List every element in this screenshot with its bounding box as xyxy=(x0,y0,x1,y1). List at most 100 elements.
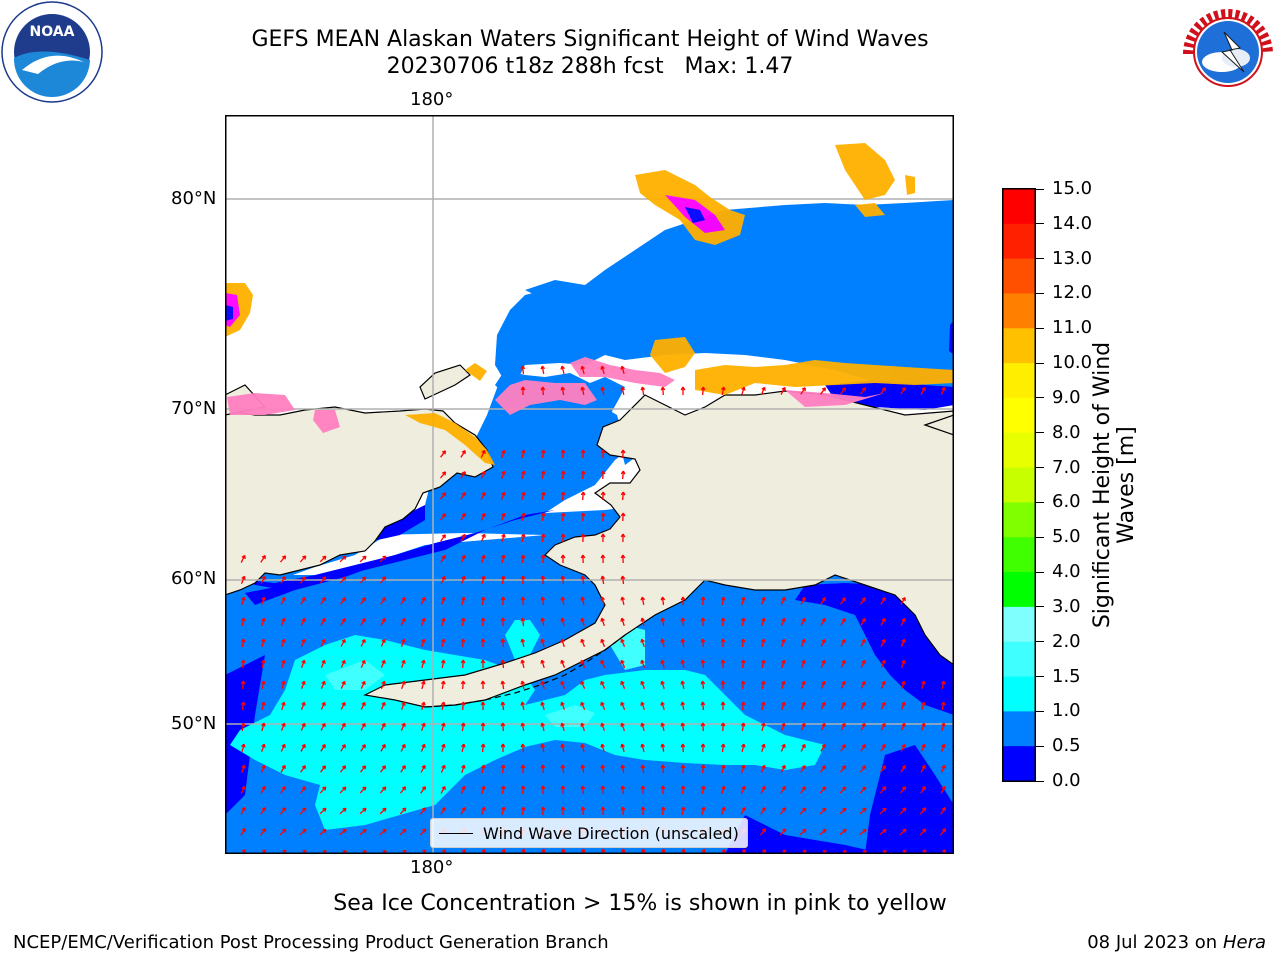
colorbar-frame xyxy=(1002,188,1036,782)
wind-wave-arrow xyxy=(940,680,946,690)
wind-wave-arrow xyxy=(839,765,847,773)
wind-wave-arrow xyxy=(620,617,625,626)
wind-wave-arrow xyxy=(441,617,446,626)
legend-line-sample xyxy=(439,832,473,834)
wind-wave-arrow xyxy=(580,554,586,564)
wind-wave-arrow xyxy=(540,386,546,396)
colorbar-label-line2: Waves [m] xyxy=(1114,426,1139,544)
wind-wave-arrow xyxy=(379,786,387,794)
wind-wave-arrow xyxy=(261,722,266,732)
wind-wave-arrow xyxy=(859,765,867,773)
wind-wave-arrow xyxy=(439,513,447,521)
wind-wave-arrow xyxy=(580,743,585,752)
wind-wave-arrow xyxy=(300,597,306,605)
wind-wave-arrow xyxy=(620,386,626,396)
wind-wave-arrow xyxy=(580,722,586,732)
wind-wave-arrow xyxy=(439,492,447,500)
wind-wave-arrow xyxy=(839,387,847,395)
wind-wave-arrow xyxy=(300,701,306,710)
wind-wave-arrow xyxy=(299,828,307,836)
wind-wave-arrow xyxy=(540,470,546,480)
wind-wave-arrow xyxy=(920,786,926,794)
wind-wave-arrow xyxy=(900,765,906,773)
wind-wave-arrow xyxy=(520,722,526,732)
wind-wave-arrow xyxy=(319,555,327,563)
wind-wave-arrow xyxy=(620,701,626,710)
colorbar-tick-label: 13.0 xyxy=(1052,247,1093,269)
wind-wave-arrow xyxy=(840,722,846,731)
wind-wave-arrow xyxy=(320,744,326,752)
wind-wave-arrow xyxy=(480,470,486,479)
wind-wave-arrow xyxy=(700,680,706,690)
wind-wave-arrow xyxy=(800,638,806,647)
wind-wave-arrow xyxy=(240,638,246,648)
wind-wave-arrow xyxy=(400,680,406,690)
wind-wave-arrow xyxy=(780,617,786,626)
map-panel xyxy=(225,115,954,854)
wind-wave-arrow xyxy=(560,701,566,710)
wind-wave-arrow xyxy=(640,785,646,795)
wind-wave-arrow xyxy=(920,764,926,773)
wind-wave-arrow xyxy=(300,617,306,626)
wind-wave-arrow xyxy=(660,722,665,732)
wind-wave-arrow xyxy=(359,555,367,563)
wind-wave-arrow xyxy=(900,638,906,647)
wind-wave-arrow xyxy=(500,680,506,690)
lat-label-60n: 60°N xyxy=(171,568,217,589)
wind-wave-arrow xyxy=(481,554,486,564)
wind-wave-arrow xyxy=(359,786,367,794)
wind-wave-arrow xyxy=(440,807,446,815)
sea-ice-caption: Sea Ice Concentration > 15% is shown in … xyxy=(333,891,947,916)
wind-wave-arrow xyxy=(421,680,426,690)
wind-wave-arrow xyxy=(560,533,566,543)
wind-wave-arrow xyxy=(340,744,346,752)
wind-wave-arrow xyxy=(521,470,526,480)
wind-wave-arrow xyxy=(320,701,326,710)
wind-wave-arrow xyxy=(880,744,886,752)
wind-wave-arrow xyxy=(620,554,626,564)
wind-wave-arrow xyxy=(720,638,726,648)
wind-wave-arrow xyxy=(620,722,626,732)
wind-wave-arrow xyxy=(880,617,886,626)
legend-label: Wind Wave Direction (unscaled) xyxy=(483,823,739,843)
wind-wave-arrow xyxy=(520,575,526,585)
wind-wave-arrow xyxy=(660,617,666,627)
wind-wave-arrow xyxy=(320,659,326,668)
wind-wave-arrow xyxy=(340,597,347,605)
wind-wave-arrow xyxy=(600,449,606,459)
wind-wave-arrow xyxy=(700,617,706,627)
wind-wave-arrow xyxy=(580,617,585,626)
wind-wave-arrow xyxy=(340,638,346,647)
wind-wave-arrow xyxy=(880,765,887,773)
wind-wave-arrow xyxy=(580,659,586,668)
wind-wave-arrow xyxy=(820,617,826,626)
wind-wave-arrow xyxy=(380,597,386,605)
wind-wave-arrow xyxy=(941,722,946,732)
colorbar-tick-label: 14.0 xyxy=(1052,212,1093,234)
colorbar-tick-mark xyxy=(1036,258,1044,260)
wind-wave-arrow xyxy=(480,743,486,753)
wind-wave-arrow xyxy=(300,722,306,731)
wind-wave-arrow xyxy=(580,575,586,585)
wind-wave-arrow xyxy=(240,680,246,690)
wind-wave-arrow xyxy=(800,387,806,395)
wind-wave-arrow xyxy=(259,828,267,836)
wind-wave-arrow xyxy=(680,785,686,795)
wind-wave-arrow xyxy=(380,701,386,710)
wind-wave-arrow xyxy=(720,386,726,396)
wind-wave-arrow xyxy=(560,470,566,480)
wind-wave-arrow xyxy=(320,617,326,626)
wind-wave-arrow xyxy=(760,764,766,773)
wind-wave-arrow xyxy=(240,828,246,836)
wind-wave-arrow xyxy=(460,554,466,563)
wind-wave-arrow xyxy=(400,722,406,731)
wind-wave-arrow xyxy=(720,701,726,710)
wind-wave-arrow xyxy=(840,659,846,668)
wind-wave-arrow xyxy=(399,828,407,836)
wind-wave-arrow xyxy=(600,386,606,396)
colorbar-segment xyxy=(1003,189,1035,225)
wind-wave-arrow xyxy=(839,786,847,794)
map-legend: Wind Wave Direction (unscaled) xyxy=(430,818,748,848)
colorbar-tick-mark xyxy=(1036,606,1044,608)
colorbar-tick-label: 5.0 xyxy=(1052,526,1081,548)
